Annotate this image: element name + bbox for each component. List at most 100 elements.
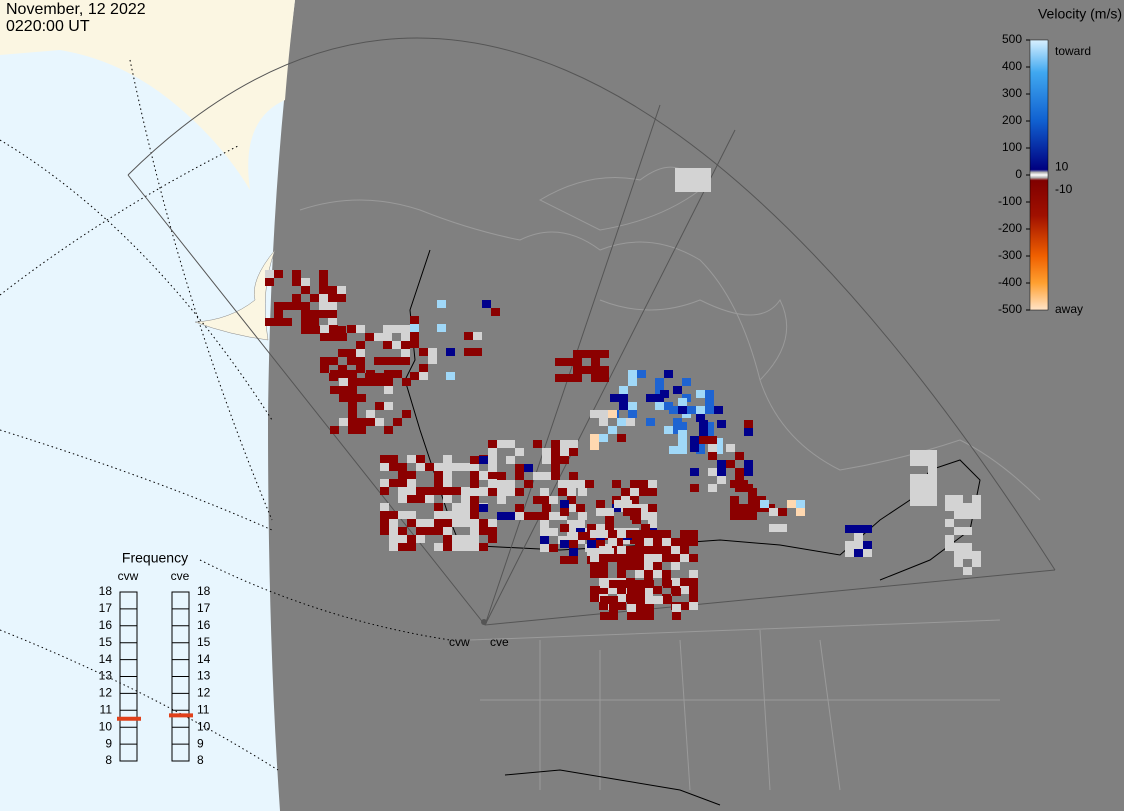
echo-cell xyxy=(560,540,569,548)
echo-cell xyxy=(549,528,558,536)
echo-cell xyxy=(617,570,626,578)
echo-cell xyxy=(689,554,698,562)
echo-cell xyxy=(635,546,644,554)
echo-cell xyxy=(461,463,470,471)
echo-cell xyxy=(542,448,551,456)
echo-cell xyxy=(339,394,348,402)
echo-cell xyxy=(301,310,310,318)
echo-cell xyxy=(627,596,636,604)
echo-cell xyxy=(664,402,673,410)
echo-cell xyxy=(612,480,621,488)
echo-cell xyxy=(470,519,479,527)
echo-cell xyxy=(608,530,617,538)
echo-cell xyxy=(648,488,657,496)
echo-cell xyxy=(663,596,672,604)
echo-cell xyxy=(632,516,641,524)
echo-cell xyxy=(636,612,645,620)
echo-cell xyxy=(401,349,410,357)
echo-cell xyxy=(425,495,434,503)
echo-cell xyxy=(348,378,357,386)
echo-cell xyxy=(488,480,497,488)
frequency-tick-label: 15 xyxy=(99,635,113,649)
echo-cell xyxy=(619,394,628,402)
echo-cell xyxy=(407,519,416,527)
echo-cell xyxy=(600,366,609,374)
frequency-tick-label: 9 xyxy=(197,736,204,750)
echo-cell xyxy=(680,546,689,554)
echo-cell xyxy=(919,458,928,466)
echo-cell xyxy=(366,370,375,378)
echo-cell xyxy=(398,535,407,543)
echo-cell xyxy=(708,436,717,444)
echo-cell xyxy=(338,333,347,341)
echo-cell xyxy=(693,176,702,184)
echo-cell xyxy=(678,398,687,406)
echo-cell xyxy=(627,612,636,620)
fan-outline xyxy=(127,37,1056,626)
echo-cell xyxy=(605,548,614,556)
echo-cell xyxy=(636,604,645,612)
echo-cell xyxy=(461,511,470,519)
echo-cell xyxy=(617,554,626,562)
frequency-tick-label: 10 xyxy=(197,719,211,733)
echo-cell xyxy=(310,310,319,318)
echo-cell xyxy=(760,500,769,508)
echo-cell xyxy=(461,543,470,551)
echo-cell xyxy=(599,562,608,570)
echo-cell xyxy=(578,512,587,520)
echo-cell xyxy=(542,472,551,480)
echo-cell xyxy=(599,434,608,442)
echo-cell xyxy=(632,508,641,516)
echo-cell xyxy=(910,482,919,490)
echo-cell xyxy=(452,535,461,543)
echo-cell xyxy=(628,410,637,418)
echo-cell xyxy=(680,554,689,562)
echo-cell xyxy=(671,554,680,562)
echo-cell xyxy=(283,302,292,310)
echo-cell xyxy=(384,370,393,378)
echo-cell xyxy=(655,402,664,410)
echo-cell xyxy=(366,378,375,386)
echo-cell xyxy=(558,488,567,496)
echo-cell xyxy=(635,562,644,570)
echo-cell xyxy=(366,418,375,426)
echo-cell xyxy=(673,418,682,426)
echo-cell xyxy=(609,596,618,604)
echo-cell xyxy=(680,538,689,546)
echo-cell xyxy=(301,302,310,310)
frequency-tick-label: 18 xyxy=(197,584,211,598)
echo-cell xyxy=(470,463,479,471)
echo-cell xyxy=(689,570,698,578)
echo-cell xyxy=(407,543,416,551)
echo-cell xyxy=(680,602,689,610)
echo-cell xyxy=(608,426,617,434)
echo-cell xyxy=(945,543,954,551)
echo-cell xyxy=(416,527,425,535)
echo-cell xyxy=(375,402,384,410)
echo-cell xyxy=(954,543,963,551)
echo-cell xyxy=(497,480,506,488)
echo-cell xyxy=(599,554,608,562)
echo-cell xyxy=(470,543,479,551)
echo-cell xyxy=(626,418,635,426)
echo-cell xyxy=(348,402,357,410)
echo-cell xyxy=(648,504,657,512)
echo-cell xyxy=(461,495,470,503)
echo-cell xyxy=(301,326,310,334)
echo-cell xyxy=(555,374,564,382)
echo-cell xyxy=(380,503,389,511)
echo-cell xyxy=(319,278,328,286)
echo-cell xyxy=(596,508,605,516)
echo-cell xyxy=(769,508,778,516)
echo-cell xyxy=(392,357,401,365)
echo-cell xyxy=(479,504,488,512)
echo-cell xyxy=(648,480,657,488)
echo-cell xyxy=(506,480,515,488)
echo-cell xyxy=(328,294,337,302)
echo-cell xyxy=(689,602,698,610)
echo-cell xyxy=(389,519,398,527)
echo-cell xyxy=(672,612,681,620)
echo-cell xyxy=(347,349,356,357)
ocean xyxy=(0,0,295,811)
echo-cell xyxy=(778,508,787,516)
